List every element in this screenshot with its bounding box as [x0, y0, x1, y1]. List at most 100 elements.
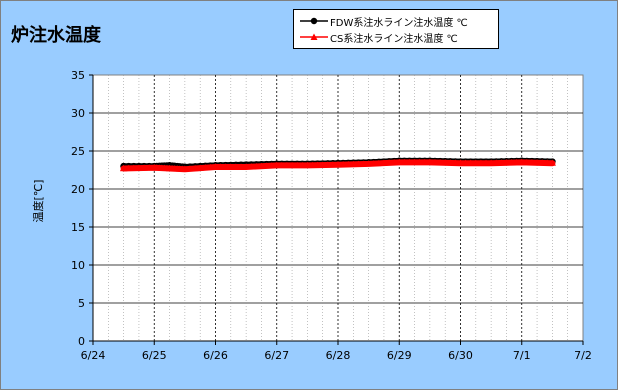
series-cs-marker: [130, 164, 138, 171]
series-cs-marker: [528, 159, 536, 166]
series-cs-marker: [416, 158, 424, 165]
axes: 0 5 10 15 20 25 30 35 6/24 6/25 6/26 6/27 6/28 6/29 6/…: [71, 69, 592, 362]
series-cs-point: [518, 158, 526, 165]
series-cs-marker: [196, 164, 204, 171]
series-cs-marker: [431, 158, 439, 166]
series-cs-point: [242, 163, 250, 170]
y-tick-label: 35: [71, 69, 85, 82]
y-tick-label: 5: [78, 297, 85, 310]
series-cs-marker: [324, 161, 332, 168]
series-cs-marker: [206, 163, 214, 170]
series-cs-marker: [513, 158, 521, 166]
legend-item-cs: CS系注水ライン注水温度 ℃: [294, 30, 498, 45]
series-cs-marker: [446, 159, 454, 166]
series-cs-marker: [507, 159, 516, 166]
series-cs-marker: [135, 164, 143, 171]
x-tick-label: 6/28: [326, 349, 351, 362]
series-cs-marker: [441, 159, 449, 166]
series-cs-marker: [222, 163, 230, 170]
series-cs-marker: [421, 158, 429, 165]
legend-cs-swatch-icon: [300, 33, 328, 40]
series-cs-marker: [462, 159, 470, 166]
series-cs-marker: [543, 159, 551, 166]
series-cs-marker: [400, 158, 408, 165]
series-cs-marker: [227, 163, 235, 170]
series-cs-marker: [313, 161, 322, 168]
series-cs-point: [334, 161, 342, 168]
series-cs-marker: [186, 165, 194, 172]
series-cs-marker: [390, 159, 398, 166]
series-cs-marker: [492, 159, 500, 166]
x-tick-label: 6/29: [387, 349, 412, 362]
series-cs-marker: [191, 164, 199, 172]
y-tick-label: 10: [71, 259, 85, 272]
legend-fdw-label: FDW系注水ライン注水温度 ℃: [330, 17, 468, 29]
series-cs-marker: [288, 161, 296, 169]
series-cs-marker: [217, 163, 225, 170]
series-cs-point: [165, 164, 174, 172]
series-cs-point: [365, 160, 373, 167]
series-cs-marker: [283, 161, 291, 169]
series-cs-marker: [252, 162, 260, 170]
x-tick-label: 7/2: [574, 349, 592, 362]
series-cs-marker: [354, 160, 363, 167]
series-cs-marker: [533, 159, 541, 166]
series-cs-marker: [125, 164, 133, 171]
series-cs-marker: [278, 161, 286, 169]
x-tick-label: 6/24: [81, 349, 106, 362]
x-tick-label: 6/26: [203, 349, 228, 362]
x-tick-label: 6/25: [142, 349, 167, 362]
legend-fdw-swatch-icon: [300, 17, 328, 25]
series-cs-marker: [370, 160, 378, 167]
series-cs-marker: [344, 160, 352, 168]
series-cs-marker: [339, 160, 347, 168]
series-cs-marker: [523, 158, 531, 166]
legend: FDW系注水ライン注水温度 ℃ CS系注水ライン注水温度 ℃: [293, 9, 499, 49]
series-cs-marker: [472, 159, 480, 166]
series-cs-marker: [262, 162, 271, 169]
legend-cs-label: CS系注水ライン注水温度 ℃: [330, 33, 458, 45]
series-cs-marker: [375, 159, 383, 167]
series-cs-marker: [405, 158, 414, 165]
series-cs-marker: [308, 161, 317, 168]
series-cs-marker: [257, 162, 266, 169]
y-tick-label: 0: [78, 335, 85, 348]
series-cs-marker: [451, 159, 459, 166]
series-cs-point: [395, 158, 403, 165]
series-cs-marker: [385, 159, 393, 166]
chart-title: 炉注水温度: [11, 25, 101, 46]
series-cs-marker: [140, 164, 148, 171]
series-cs-marker: [293, 161, 301, 169]
series-cs-marker: [477, 159, 485, 166]
series-cs-marker: [497, 159, 505, 166]
series-cs-point: [181, 165, 189, 172]
x-tick-label: 6/30: [448, 349, 473, 362]
x-tick-label: 7/1: [513, 349, 531, 362]
grid: [93, 75, 583, 341]
series-cs-marker: [319, 161, 327, 168]
series-cs-marker: [232, 163, 240, 170]
series-cs-marker: [410, 158, 419, 165]
series-cs-marker: [482, 159, 490, 166]
series-cs-marker: [329, 161, 337, 168]
series-cs-marker: [436, 159, 444, 166]
series-cs-marker: [201, 164, 209, 171]
legend-item-fdw: FDW系注水ライン注水温度 ℃: [294, 14, 498, 29]
series-cs-point: [211, 163, 220, 170]
y-tick-label: 30: [71, 107, 85, 120]
series-cs-marker: [538, 159, 546, 166]
series-cs-marker: [467, 159, 475, 166]
series-cs-point: [303, 161, 311, 169]
x-tick-label: 6/27: [264, 349, 289, 362]
series-layer: [120, 157, 556, 173]
series-cs-point: [548, 159, 556, 166]
series-cs-marker: [247, 163, 255, 170]
series-cs-marker: [502, 159, 511, 166]
series-cs-marker: [237, 163, 245, 170]
series-cs-point: [120, 164, 128, 172]
series-cs-point: [456, 159, 465, 166]
series-cs-marker: [298, 161, 306, 169]
series-cs-marker: [359, 160, 368, 167]
series-cs-point: [273, 161, 281, 169]
